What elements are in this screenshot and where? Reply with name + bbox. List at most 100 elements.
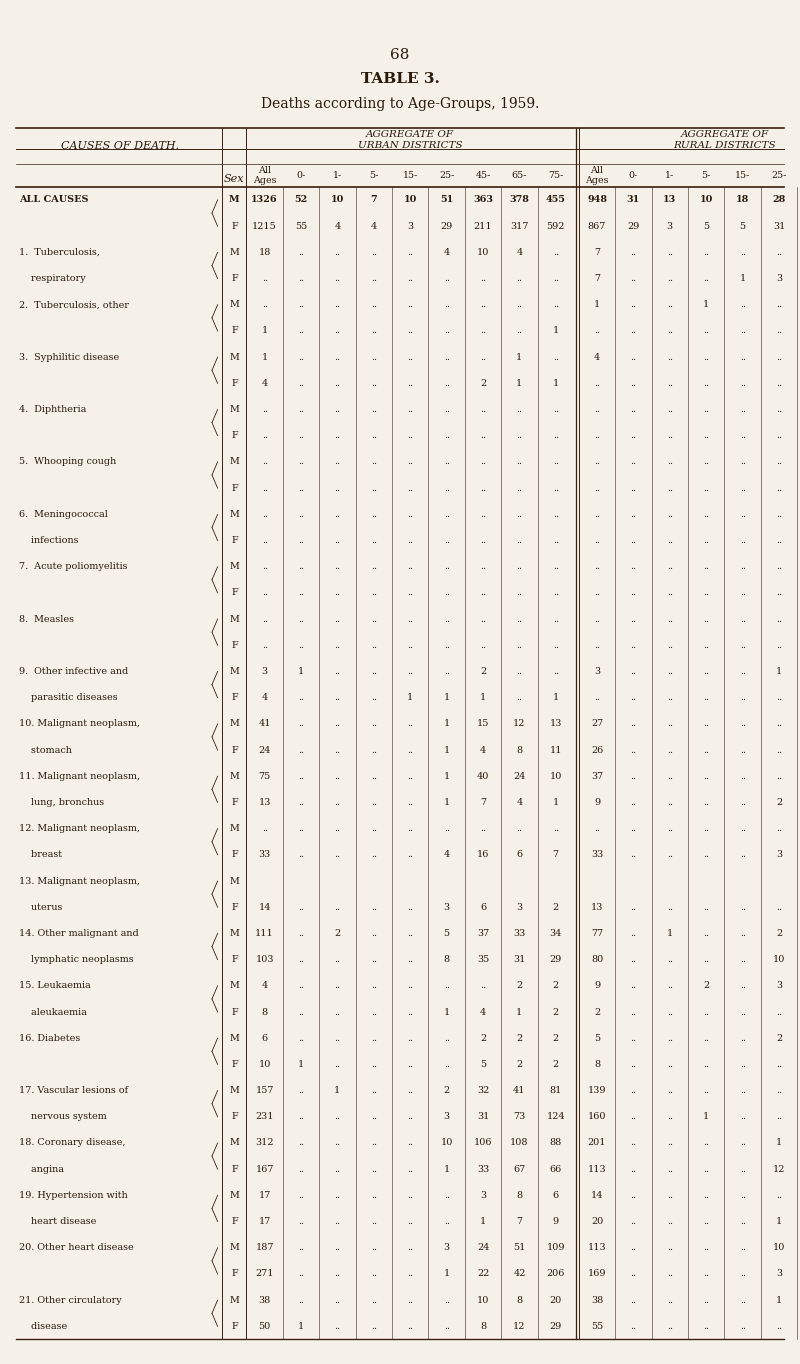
Text: 1: 1 bbox=[262, 326, 268, 336]
Text: 3: 3 bbox=[480, 1191, 486, 1200]
Text: 55: 55 bbox=[295, 222, 307, 231]
Text: ..: .. bbox=[594, 510, 600, 518]
Text: 1: 1 bbox=[516, 379, 522, 387]
Text: ..: .. bbox=[517, 588, 522, 597]
Text: ..: .. bbox=[371, 798, 377, 807]
Text: ..: .. bbox=[553, 405, 558, 415]
Text: ..: .. bbox=[298, 746, 304, 754]
Text: ..: .. bbox=[298, 1112, 304, 1121]
Text: ..: .. bbox=[667, 1034, 673, 1042]
Text: ..: .. bbox=[667, 719, 673, 728]
Text: ..: .. bbox=[517, 824, 522, 833]
Text: ..: .. bbox=[334, 326, 341, 336]
Text: 109: 109 bbox=[546, 1243, 565, 1252]
Text: ..: .. bbox=[443, 1322, 450, 1331]
Text: ..: .. bbox=[740, 536, 746, 546]
Text: ..: .. bbox=[703, 1243, 710, 1252]
Text: ..: .. bbox=[553, 641, 558, 649]
Text: ..: .. bbox=[480, 457, 486, 466]
Text: ..: .. bbox=[407, 562, 414, 572]
Text: ..: .. bbox=[334, 588, 341, 597]
Text: 1: 1 bbox=[553, 379, 559, 387]
Text: 38: 38 bbox=[591, 1296, 603, 1304]
Text: ..: .. bbox=[703, 457, 710, 466]
Text: ..: .. bbox=[667, 693, 673, 702]
Text: ..: .. bbox=[630, 1270, 637, 1278]
Text: 9: 9 bbox=[553, 1217, 559, 1226]
Text: 13. Malignant neoplasm,: 13. Malignant neoplasm, bbox=[19, 877, 140, 885]
Text: ..: .. bbox=[371, 588, 377, 597]
Text: ..: .. bbox=[298, 274, 304, 284]
Text: ..: .. bbox=[703, 1322, 710, 1331]
Text: 2: 2 bbox=[553, 1060, 559, 1069]
Text: ..: .. bbox=[407, 1112, 414, 1121]
Text: F: F bbox=[231, 1270, 238, 1278]
Text: ..: .. bbox=[703, 379, 710, 387]
Text: ..: .. bbox=[776, 719, 782, 728]
Text: ..: .. bbox=[443, 484, 450, 492]
Text: ..: .. bbox=[371, 981, 377, 990]
Text: 10: 10 bbox=[403, 195, 417, 205]
Text: 2: 2 bbox=[443, 1086, 450, 1095]
Text: 1: 1 bbox=[298, 667, 304, 677]
Text: ..: .. bbox=[517, 536, 522, 546]
Text: ..: .. bbox=[407, 1060, 414, 1069]
Text: ..: .. bbox=[667, 536, 673, 546]
Text: 1: 1 bbox=[776, 1139, 782, 1147]
Text: ..: .. bbox=[740, 719, 746, 728]
Text: ..: .. bbox=[667, 405, 673, 415]
Text: ..: .. bbox=[262, 588, 267, 597]
Text: 312: 312 bbox=[255, 1139, 274, 1147]
Text: ..: .. bbox=[667, 1112, 673, 1121]
Text: ..: .. bbox=[443, 405, 450, 415]
Text: 4: 4 bbox=[480, 746, 486, 754]
Text: 8: 8 bbox=[516, 746, 522, 754]
Text: ..: .. bbox=[262, 615, 267, 623]
Text: ..: .. bbox=[740, 667, 746, 677]
Text: ..: .. bbox=[262, 300, 267, 310]
Text: ..: .. bbox=[334, 353, 341, 361]
Text: ..: .. bbox=[407, 929, 414, 938]
Text: ..: .. bbox=[553, 274, 558, 284]
Text: 211: 211 bbox=[474, 222, 492, 231]
Text: 4: 4 bbox=[443, 248, 450, 256]
Text: ..: .. bbox=[443, 536, 450, 546]
Text: angina: angina bbox=[19, 1165, 64, 1173]
Text: ..: .. bbox=[776, 746, 782, 754]
Text: ..: .. bbox=[334, 903, 341, 911]
Text: ..: .. bbox=[443, 824, 450, 833]
Text: 8: 8 bbox=[516, 1191, 522, 1200]
Text: 1: 1 bbox=[516, 1008, 522, 1016]
Text: M: M bbox=[230, 1086, 239, 1095]
Text: ..: .. bbox=[262, 405, 267, 415]
Text: ..: .. bbox=[630, 1139, 637, 1147]
Text: ..: .. bbox=[298, 379, 304, 387]
Text: M: M bbox=[230, 457, 239, 466]
Text: ..: .. bbox=[298, 510, 304, 518]
Text: 1-: 1- bbox=[665, 170, 674, 180]
Text: 16: 16 bbox=[477, 850, 489, 859]
Text: ..: .. bbox=[371, 1243, 377, 1252]
Text: ..: .. bbox=[630, 405, 637, 415]
Text: ..: .. bbox=[740, 929, 746, 938]
Text: ..: .. bbox=[298, 588, 304, 597]
Text: ..: .. bbox=[298, 929, 304, 938]
Text: M: M bbox=[230, 248, 239, 256]
Text: 8: 8 bbox=[443, 955, 450, 964]
Text: AGGREGATE OF: AGGREGATE OF bbox=[680, 130, 769, 139]
Text: 378: 378 bbox=[510, 195, 530, 205]
Text: 124: 124 bbox=[546, 1112, 565, 1121]
Text: ..: .. bbox=[334, 615, 341, 623]
Text: 13: 13 bbox=[258, 798, 270, 807]
Text: ..: .. bbox=[703, 824, 710, 833]
Text: ..: .. bbox=[407, 903, 414, 911]
Text: 317: 317 bbox=[510, 222, 529, 231]
Text: F: F bbox=[231, 1165, 238, 1173]
Text: ..: .. bbox=[298, 484, 304, 492]
Text: ..: .. bbox=[703, 405, 710, 415]
Text: ..: .. bbox=[740, 484, 746, 492]
Text: ..: .. bbox=[776, 484, 782, 492]
Text: F: F bbox=[231, 1322, 238, 1331]
Text: 2: 2 bbox=[516, 1034, 522, 1042]
Text: ..: .. bbox=[298, 903, 304, 911]
